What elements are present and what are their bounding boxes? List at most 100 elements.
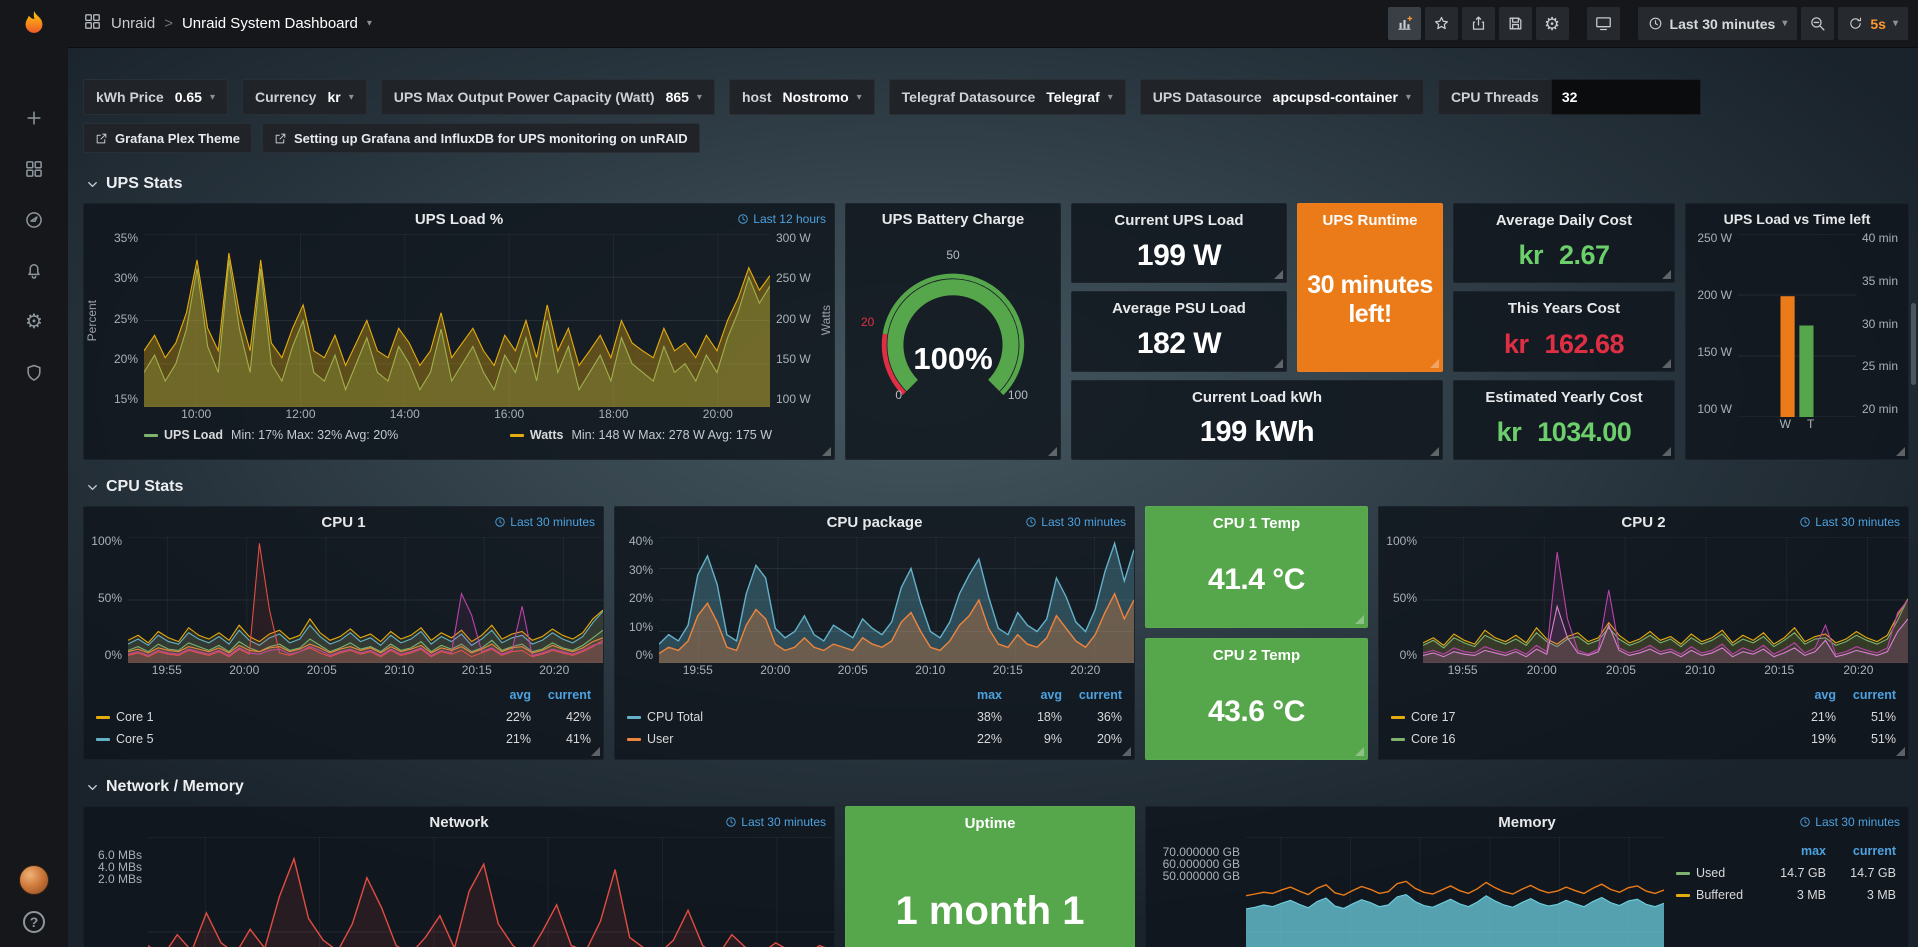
panel-cpu-package[interactable]: CPU package Last 30 minutes 40% 30% 20% 10%… bbox=[614, 506, 1135, 760]
zoom-out-button[interactable] bbox=[1801, 7, 1835, 40]
panel-title[interactable]: UPS Load vs Time left bbox=[1723, 211, 1871, 227]
panel-current-load-kwh[interactable]: Current Load kWh 199 kWh bbox=[1071, 379, 1443, 460]
dashboards-icon[interactable] bbox=[22, 157, 46, 181]
panel-cpu2-temp[interactable]: CPU 2 Temp 43.6 °C bbox=[1145, 638, 1368, 760]
cpu1-chart[interactable] bbox=[128, 537, 603, 663]
panel-memory[interactable]: Memory Last 30 minutes 70.000000 GB 60.00… bbox=[1145, 806, 1909, 947]
refresh-icon bbox=[1850, 17, 1862, 29]
breadcrumb-dashboard-title[interactable]: Unraid System Dashboard bbox=[181, 15, 358, 32]
panel-time-override[interactable]: Last 30 minutes bbox=[1025, 515, 1126, 529]
memory-chart[interactable] bbox=[1246, 837, 1664, 947]
variable-label: Telegraf Datasource bbox=[901, 89, 1036, 105]
chart-legend[interactable]: avg current Core 1 22% 42% Core 5 21% 41% bbox=[84, 681, 603, 750]
apps-grid-icon[interactable] bbox=[83, 12, 102, 35]
y-axis-ticks-left: 100% 50% 0% bbox=[1386, 534, 1417, 662]
panel-ups-load[interactable]: UPS Load % Last 12 hours Percent 35% 30% 2… bbox=[83, 203, 835, 460]
y-axis-ticks-right: 300 W 250 W 200 W 150 W 100 W bbox=[776, 231, 811, 406]
panel-ups-runtime[interactable]: UPS Runtime 30 minutes left! bbox=[1297, 203, 1443, 372]
cpu-threads-input[interactable] bbox=[1550, 79, 1701, 115]
configuration-icon[interactable]: ⚙ bbox=[22, 310, 46, 334]
x-axis-ticks: 19:55 20:00 20:05 20:10 20:15 20:20 bbox=[682, 663, 1101, 677]
gauge-max-label: 100 bbox=[1007, 388, 1028, 402]
panel-title[interactable]: CPU 1 bbox=[321, 513, 366, 531]
user-avatar[interactable] bbox=[19, 865, 49, 895]
cpu2-chart[interactable] bbox=[1423, 537, 1908, 663]
variable-telegraf-datasource[interactable]: Telegraf Datasource Telegraf ▾ bbox=[888, 79, 1126, 115]
panel-title[interactable]: CPU package bbox=[826, 513, 923, 531]
template-variables-row: kWh Price 0.65 ▾ Currency kr ▾ UPS Max O… bbox=[83, 79, 1909, 115]
explore-icon[interactable] bbox=[22, 208, 46, 232]
panel-cpu1-temp[interactable]: CPU 1 Temp 41.4 °C bbox=[1145, 506, 1368, 628]
chart-legend[interactable]: max avg current CPU Total 38% 18% 36% User 22% 9%… bbox=[615, 681, 1134, 750]
panel-uptime[interactable]: Uptime 1 month 1 bbox=[845, 806, 1135, 947]
x-axis-ticks: 10:00 12:00 14:00 16:00 18:00 20:00 bbox=[181, 407, 733, 421]
tv-mode-button[interactable] bbox=[1586, 7, 1620, 40]
clock-icon bbox=[726, 817, 736, 827]
battery-gauge[interactable]: 0 20 50 100 100% bbox=[857, 248, 1049, 416]
panel-title[interactable]: UPS Load % bbox=[414, 210, 504, 228]
grafana-logo[interactable] bbox=[0, 0, 68, 48]
section-cpu-stats[interactable]: CPU Stats bbox=[85, 478, 1909, 496]
add-panel-button[interactable] bbox=[1387, 7, 1421, 40]
panel-estimated-yearly-cost[interactable]: Estimated Yearly Cost kr 1034.00 bbox=[1453, 379, 1675, 460]
section-ups-stats[interactable]: UPS Stats bbox=[85, 175, 1909, 193]
chevron-down-icon: ▾ bbox=[1107, 91, 1113, 103]
panel-time-override[interactable]: Last 30 minutes bbox=[725, 815, 826, 829]
chart-legend[interactable]: max current Used 14.7 GB 14.7 GB Buffered 3 MB… bbox=[1664, 837, 1908, 947]
save-button[interactable] bbox=[1498, 7, 1532, 40]
dashboard-link-ups-monitoring-guide[interactable]: Setting up Grafana and InfluxDB for UPS … bbox=[262, 123, 700, 153]
chart-legend[interactable]: avg current Core 17 21% 51% Core 16 19% 51% bbox=[1379, 681, 1908, 750]
panel-ups-battery-charge[interactable]: UPS Battery Charge 0 20 50 100 100% bbox=[845, 203, 1061, 460]
variable-value: 0.65 bbox=[174, 89, 202, 105]
ups-bar-chart[interactable] bbox=[1738, 234, 1856, 417]
server-admin-icon[interactable] bbox=[22, 361, 46, 385]
panel-time-override[interactable]: Last 30 minutes bbox=[1799, 815, 1900, 829]
panel-current-ups-load[interactable]: Current UPS Load 199 W bbox=[1071, 203, 1287, 284]
panel-cpu-1[interactable]: CPU 1 Last 30 minutes 100% 50% 0% 19:55 20:… bbox=[83, 506, 604, 760]
chevron-down-icon[interactable]: ▾ bbox=[366, 18, 372, 29]
alerting-icon[interactable] bbox=[22, 259, 46, 283]
scrollbar-thumb[interactable] bbox=[1911, 303, 1916, 385]
ups-load-chart[interactable] bbox=[144, 234, 770, 407]
stat-title: Estimated Yearly Cost bbox=[1485, 388, 1643, 406]
y-axis-ticks-left: 6.0 MBs 4.0 MBs 2.0 MBs bbox=[97, 848, 142, 886]
breadcrumb-folder[interactable]: Unraid bbox=[111, 15, 156, 32]
panel-time-override[interactable]: Last 12 hours bbox=[737, 212, 826, 226]
network-chart[interactable] bbox=[148, 837, 834, 947]
panel-average-psu-load[interactable]: Average PSU Load 182 W bbox=[1071, 291, 1287, 372]
panel-title[interactable]: CPU 2 bbox=[1621, 513, 1666, 531]
chart-legend[interactable]: UPS Load Min: 17% Max: 32% Avg: 20% Watts M… bbox=[84, 425, 834, 442]
chevron-down-icon: ▾ bbox=[209, 91, 215, 103]
topbar-actions: ⚙ Last 30 minutes ▾ 5s ▾ bbox=[1387, 7, 1908, 40]
y-axis-label-left: Percent bbox=[85, 299, 99, 342]
cpu-panels-row: CPU 1 Last 30 minutes 100% 50% 0% 19:55 20:… bbox=[83, 506, 1909, 760]
variable-value: Nostromo bbox=[782, 89, 849, 105]
share-button[interactable] bbox=[1461, 7, 1495, 40]
panel-ups-load-vs-time-left[interactable]: UPS Load vs Time left 250 W 200 W 150 W 100… bbox=[1685, 203, 1909, 460]
panel-title[interactable]: UPS Battery Charge bbox=[881, 210, 1025, 228]
variable-ups-datasource[interactable]: UPS Datasource apcupsd-container ▾ bbox=[1139, 79, 1424, 115]
section-network-memory[interactable]: Network / Memory bbox=[85, 778, 1909, 796]
dashboard-link-grafana-plex-theme[interactable]: Grafana Plex Theme bbox=[83, 123, 252, 153]
variable-ups-max-output[interactable]: UPS Max Output Power Capacity (Watt) 865… bbox=[380, 79, 715, 115]
create-icon[interactable] bbox=[22, 106, 46, 130]
panel-network[interactable]: Network Last 30 minutes 6.0 MBs 4.0 MBs 2.… bbox=[83, 806, 835, 947]
panel-title[interactable]: Network bbox=[429, 813, 489, 831]
panel-title[interactable]: Memory bbox=[1498, 813, 1556, 831]
help-icon[interactable]: ? bbox=[23, 911, 45, 933]
star-button[interactable] bbox=[1424, 7, 1458, 40]
panel-average-daily-cost[interactable]: Average Daily Cost kr 2.67 bbox=[1453, 203, 1675, 284]
settings-button[interactable]: ⚙ bbox=[1535, 7, 1569, 40]
panel-time-override[interactable]: Last 30 minutes bbox=[494, 515, 595, 529]
panel-cpu-2[interactable]: CPU 2 Last 30 minutes 100% 50% 0% 19:55 20:… bbox=[1378, 506, 1909, 760]
cpu-package-chart[interactable] bbox=[659, 537, 1134, 663]
variable-host[interactable]: host Nostromo ▾ bbox=[728, 79, 875, 115]
clock-icon bbox=[738, 214, 748, 224]
panel-this-years-cost[interactable]: This Years Cost kr 162.68 bbox=[1453, 291, 1675, 372]
refresh-picker[interactable]: 5s ▾ bbox=[1838, 7, 1908, 40]
stat-value: 199 kWh bbox=[1199, 416, 1315, 449]
panel-time-override[interactable]: Last 30 minutes bbox=[1799, 515, 1900, 529]
variable-kwh-price[interactable]: kWh Price 0.65 ▾ bbox=[83, 79, 228, 115]
time-range-picker[interactable]: Last 30 minutes ▾ bbox=[1637, 7, 1798, 40]
variable-currency[interactable]: Currency kr ▾ bbox=[241, 79, 367, 115]
